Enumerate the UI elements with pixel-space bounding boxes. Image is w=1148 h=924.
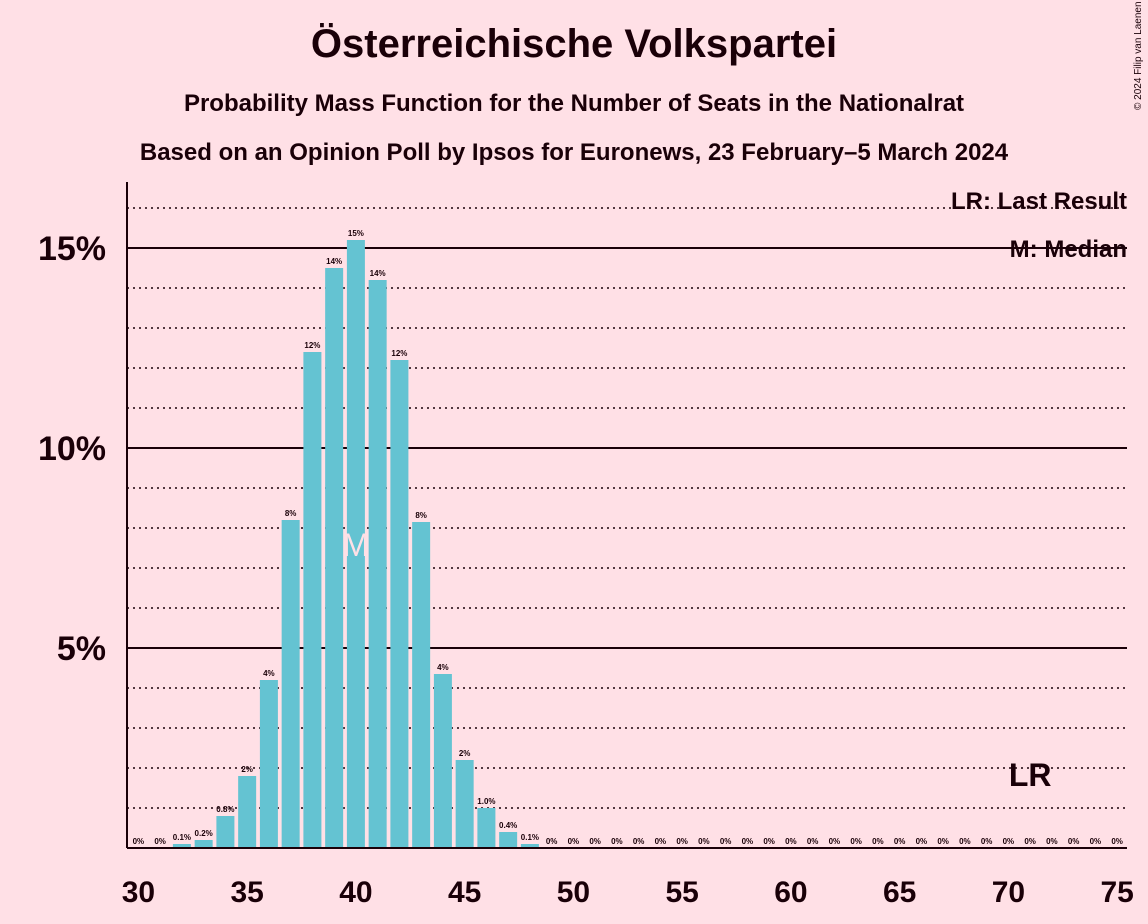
y-axis-ticks: 5% 10% 15%	[38, 230, 106, 668]
data-label-seat-51: 0%	[589, 837, 601, 846]
data-label-seat-67: 0%	[937, 837, 949, 846]
bar-seat-44	[433, 674, 452, 848]
data-label-seat-53: 0%	[633, 837, 645, 846]
bar-seat-39	[325, 268, 344, 848]
bar-seat-40	[346, 240, 365, 848]
data-label-seat-56: 0%	[698, 837, 710, 846]
data-label-seat-64: 0%	[872, 837, 884, 846]
legend-median: M: Median	[1010, 236, 1127, 263]
data-label-seat-54: 0%	[655, 837, 667, 846]
bar-seat-48	[520, 844, 539, 848]
data-label-seat-30: 0%	[133, 837, 145, 846]
bar-seat-46	[477, 808, 496, 848]
data-label-seat-62: 0%	[829, 837, 841, 846]
data-label-seat-73: 0%	[1068, 837, 1080, 846]
data-label-seat-40: 15%	[348, 229, 364, 238]
data-label-seat-69: 0%	[981, 837, 993, 846]
bar-seat-32	[172, 844, 191, 848]
data-label-seat-31: 0%	[154, 837, 166, 846]
chart-title: Österreichische Volkspartei	[310, 22, 838, 66]
data-label-seat-58: 0%	[742, 837, 754, 846]
x-tick-label: 30	[122, 876, 155, 909]
data-label-seat-61: 0%	[807, 837, 819, 846]
chart-subtitle: Probability Mass Function for the Number…	[183, 90, 965, 117]
y-tick-label: 10%	[38, 430, 106, 468]
data-label-seat-35: 2%	[241, 765, 253, 774]
data-labels-group: 0% 0% 0.1% 0.2% 0.8% 2% 4% 8% 12% 14% 15% 14% 12% 8% 4…	[133, 229, 1123, 846]
bar-seat-47	[499, 832, 518, 848]
data-label-seat-41: 14%	[370, 269, 386, 278]
data-label-seat-37: 8%	[285, 509, 297, 518]
data-label-seat-68: 0%	[959, 837, 971, 846]
bar-seat-35	[238, 776, 257, 848]
median-marker: M	[343, 527, 370, 563]
data-label-seat-49: 0%	[546, 837, 558, 846]
x-tick-label: 45	[448, 876, 481, 909]
data-label-seat-63: 0%	[850, 837, 862, 846]
data-label-seat-50: 0%	[568, 837, 580, 846]
data-label-seat-34: 0.8%	[216, 805, 234, 814]
bar-seat-38	[303, 352, 322, 848]
x-tick-label: 75	[1100, 876, 1133, 909]
bar-seat-33	[194, 840, 213, 848]
bar-seat-43	[412, 522, 431, 848]
data-label-seat-47: 0.4%	[499, 821, 517, 830]
data-label-seat-32: 0.1%	[173, 833, 191, 842]
bars-group	[172, 240, 539, 848]
data-label-seat-39: 14%	[326, 257, 342, 266]
bar-seat-37	[281, 520, 300, 848]
data-label-seat-70: 0%	[1003, 837, 1015, 846]
x-tick-label: 35	[230, 876, 263, 909]
legend-last-result: LR: Last Result	[951, 188, 1127, 215]
data-label-seat-33: 0.2%	[195, 829, 213, 838]
bar-seat-45	[455, 760, 474, 848]
data-label-seat-55: 0%	[676, 837, 688, 846]
data-label-seat-59: 0%	[763, 837, 775, 846]
grid-lines	[127, 207, 1127, 809]
data-label-seat-48: 0.1%	[521, 833, 539, 842]
data-label-seat-43: 8%	[415, 511, 427, 520]
markers: M LR	[343, 527, 1052, 793]
bar-seat-34	[216, 816, 235, 848]
data-label-seat-75: 0%	[1111, 837, 1123, 846]
x-axis-ticks: 30 35 40 45 50 55 60 65 70 75	[122, 876, 1134, 909]
y-tick-label: 5%	[57, 630, 106, 668]
bar-seat-41	[368, 280, 387, 848]
chart-source-line: Based on an Opinion Poll by Ipsos for Eu…	[139, 139, 1009, 166]
data-label-seat-65: 0%	[894, 837, 906, 846]
axes	[126, 182, 1127, 849]
data-label-seat-52: 0%	[611, 837, 623, 846]
x-tick-label: 50	[557, 876, 590, 909]
data-label-seat-45: 2%	[459, 749, 471, 758]
data-label-seat-60: 0%	[785, 837, 797, 846]
data-label-seat-38: 12%	[304, 341, 320, 350]
data-label-seat-66: 0%	[916, 837, 928, 846]
x-tick-label: 60	[774, 876, 807, 909]
y-tick-label: 15%	[38, 230, 106, 268]
data-label-seat-71: 0%	[1024, 837, 1036, 846]
bar-seat-36	[259, 680, 278, 848]
x-tick-label: 55	[665, 876, 698, 909]
data-label-seat-44: 4%	[437, 663, 449, 672]
x-tick-label: 40	[339, 876, 372, 909]
last-result-marker: LR	[1009, 757, 1052, 793]
data-label-seat-36: 4%	[263, 669, 275, 678]
x-tick-label: 70	[992, 876, 1025, 909]
data-label-seat-72: 0%	[1046, 837, 1058, 846]
bar-seat-42	[390, 360, 409, 848]
data-label-seat-46: 1.0%	[477, 797, 495, 806]
x-tick-label: 65	[883, 876, 916, 909]
data-label-seat-57: 0%	[720, 837, 732, 846]
data-label-seat-74: 0%	[1090, 837, 1102, 846]
data-label-seat-42: 12%	[391, 349, 407, 358]
